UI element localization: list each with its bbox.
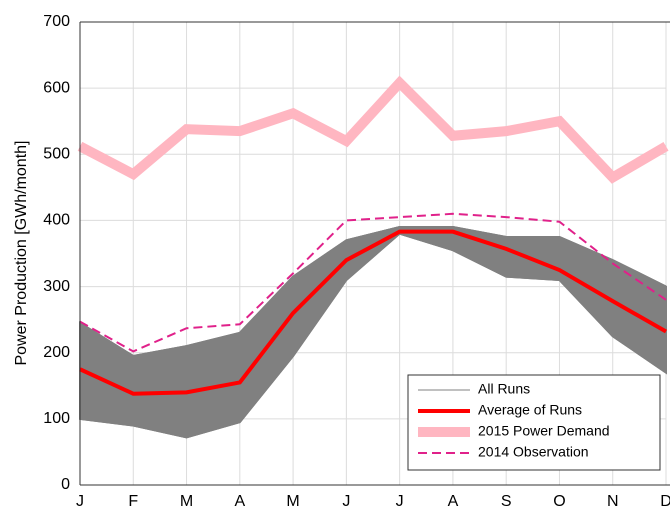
series-line — [79, 212, 667, 353]
x-tick-label: A — [448, 493, 459, 510]
run-line — [79, 232, 667, 439]
y-tick-label: 200 — [43, 344, 70, 361]
legend-label: All Runs — [478, 381, 530, 397]
y-tick-label: 0 — [61, 476, 70, 493]
x-tick-label: M — [180, 493, 193, 510]
x-tick-label: O — [553, 493, 565, 510]
run-line — [79, 231, 667, 420]
y-axis-label: Power Production [GWh/month] — [13, 141, 30, 366]
x-tick-label: A — [234, 493, 245, 510]
x-tick-label: J — [396, 493, 404, 510]
legend-label: 2014 Observation — [478, 444, 589, 460]
y-tick-label: 500 — [43, 146, 70, 163]
x-tick-label: J — [342, 493, 350, 510]
run-line — [79, 227, 667, 371]
y-tick-label: 300 — [43, 278, 70, 295]
y-tick-label: 100 — [43, 410, 70, 427]
y-tick-label: 600 — [43, 79, 70, 96]
y-tick-label: 700 — [43, 13, 70, 30]
x-tick-label: F — [128, 493, 138, 510]
legend-label: Average of Runs — [478, 402, 582, 418]
x-tick-label: D — [660, 493, 670, 510]
series-line — [77, 75, 669, 184]
legend-label: 2015 Power Demand — [478, 423, 610, 439]
series-line — [79, 229, 667, 396]
x-tick-label: M — [286, 493, 299, 510]
run-line — [79, 228, 667, 387]
legend-box — [407, 374, 661, 471]
x-tick-label: N — [607, 493, 619, 510]
run-line — [79, 226, 667, 358]
x-tick-label: J — [76, 493, 84, 510]
x-tick-label: S — [501, 493, 512, 510]
y-tick-label: 400 — [43, 212, 70, 229]
